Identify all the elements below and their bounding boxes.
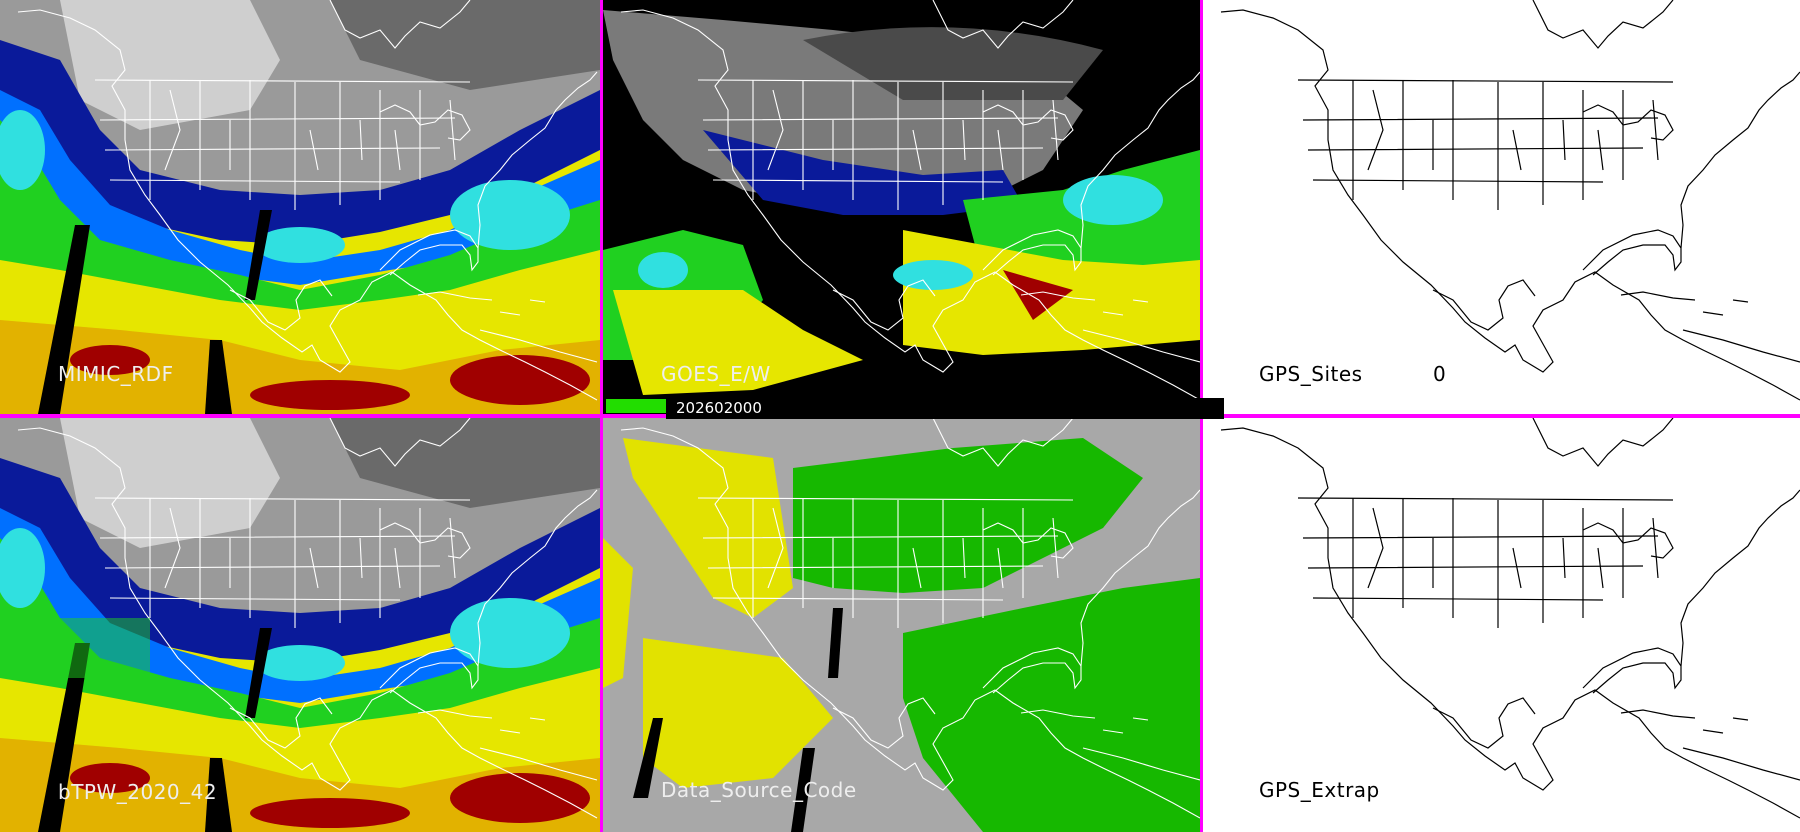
- data-source-code-map: [603, 418, 1200, 832]
- gps-extrap-map: [1203, 418, 1800, 832]
- gps-site-count: 0: [1433, 362, 1447, 386]
- btpw-panel: bTPW_2020_42: [0, 418, 600, 832]
- panel-label: Data_Source_Code: [661, 778, 857, 802]
- colorbar-stub: [606, 399, 666, 413]
- mimic-rdf-panel: MIMIC_RDF: [0, 0, 600, 414]
- goes-ew-map: [603, 0, 1200, 414]
- panel-label: bTPW_2020_42: [58, 780, 218, 804]
- btpw-map: [0, 418, 600, 832]
- timestamp-text: 202602000: [676, 399, 762, 417]
- panel-label: GPS_Extrap: [1259, 778, 1380, 802]
- data-source-code-panel: Data_Source_Code: [603, 418, 1200, 832]
- gps-sites-panel: GPS_Sites 0: [1203, 0, 1800, 414]
- panel-label: GPS_Sites: [1259, 362, 1363, 386]
- gps-sites-map: [1203, 0, 1800, 414]
- goes-ew-panel: GOES_E/W: [603, 0, 1200, 414]
- mimic-rdf-map: [0, 0, 600, 414]
- panel-label: MIMIC_RDF: [58, 362, 174, 386]
- gps-extrap-panel: GPS_Extrap: [1203, 418, 1800, 832]
- panel-label: GOES_E/W: [661, 362, 771, 386]
- timestamp-bar: 202602000: [666, 398, 1224, 419]
